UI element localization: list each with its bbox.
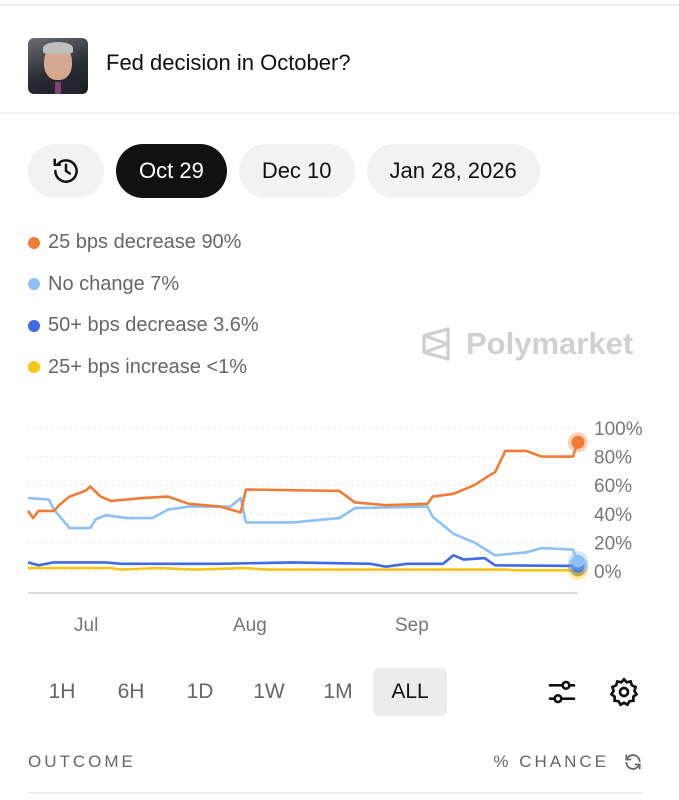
date-tabs: Oct 29 Dec 10 Jan 28, 2026 [28, 144, 540, 198]
y-tick-label: 100% [594, 419, 643, 440]
range-1w[interactable]: 1W [253, 680, 285, 703]
x-tick-label: Jul [74, 615, 99, 636]
history-button[interactable] [28, 144, 104, 198]
range-1m[interactable]: 1M [323, 680, 353, 703]
series-line [28, 566, 578, 572]
market-header [0, 6, 679, 114]
series-end-point [571, 554, 585, 568]
y-tick-label: 0% [594, 562, 622, 583]
tab-oct-29[interactable]: Oct 29 [116, 144, 227, 198]
legend-dot [28, 319, 40, 332]
chart-legend: 25 bps decrease 90% No change 7% 50+ bps… [28, 222, 259, 388]
series-line [26, 441, 580, 520]
legend-item: 25 bps decrease 90% [28, 222, 259, 264]
settings-gear-icon[interactable] [608, 676, 640, 708]
history-clock-icon [53, 158, 78, 183]
legend-dot [28, 278, 40, 291]
polymarket-watermark: Polymarket [418, 326, 633, 362]
market-title: Fed decision in October? [106, 50, 351, 75]
tab-dec-10[interactable]: Dec 10 [238, 144, 355, 198]
x-tick-label: Sep [395, 615, 429, 636]
price-chart: 100% 80% 60% 40% 20% 0% [26, 419, 643, 594]
outcome-column-header: OUTCOME [28, 752, 136, 771]
market-avatar [28, 38, 88, 94]
refresh-icon[interactable] [623, 752, 643, 772]
range-6h[interactable]: 6H [117, 680, 145, 703]
legend-item: 50+ bps decrease 3.6% [28, 305, 259, 347]
series-line [27, 554, 579, 568]
top-divider [0, 4, 679, 6]
y-tick-label: 60% [594, 476, 632, 497]
range-all[interactable]: ALL [373, 668, 447, 716]
filter-sliders-icon[interactable] [546, 676, 578, 708]
y-tick-label: 40% [594, 505, 632, 526]
legend-dot [28, 361, 40, 374]
tab-jan-28-2026[interactable]: Jan 28, 2026 [366, 144, 540, 198]
outcome-table-header: OUTCOME % CHANCE [28, 752, 643, 772]
range-1d[interactable]: 1D [186, 680, 214, 703]
chance-column-header: % CHANCE [493, 752, 609, 771]
range-1h[interactable]: 1H [48, 680, 76, 703]
series-end-point [571, 435, 585, 449]
time-range-selector: 1H 6H 1D 1W 1M ALL [28, 668, 448, 716]
y-tick-label: 20% [594, 533, 632, 554]
polymarket-logo-icon [422, 327, 450, 361]
legend-item: 25+ bps increase <1% [28, 347, 259, 389]
y-tick-label: 80% [594, 448, 632, 469]
series-line [27, 496, 580, 562]
legend-item: No change 7% [28, 264, 259, 306]
x-tick-label: Aug [233, 615, 267, 636]
legend-dot [28, 236, 40, 249]
divider [28, 792, 643, 794]
